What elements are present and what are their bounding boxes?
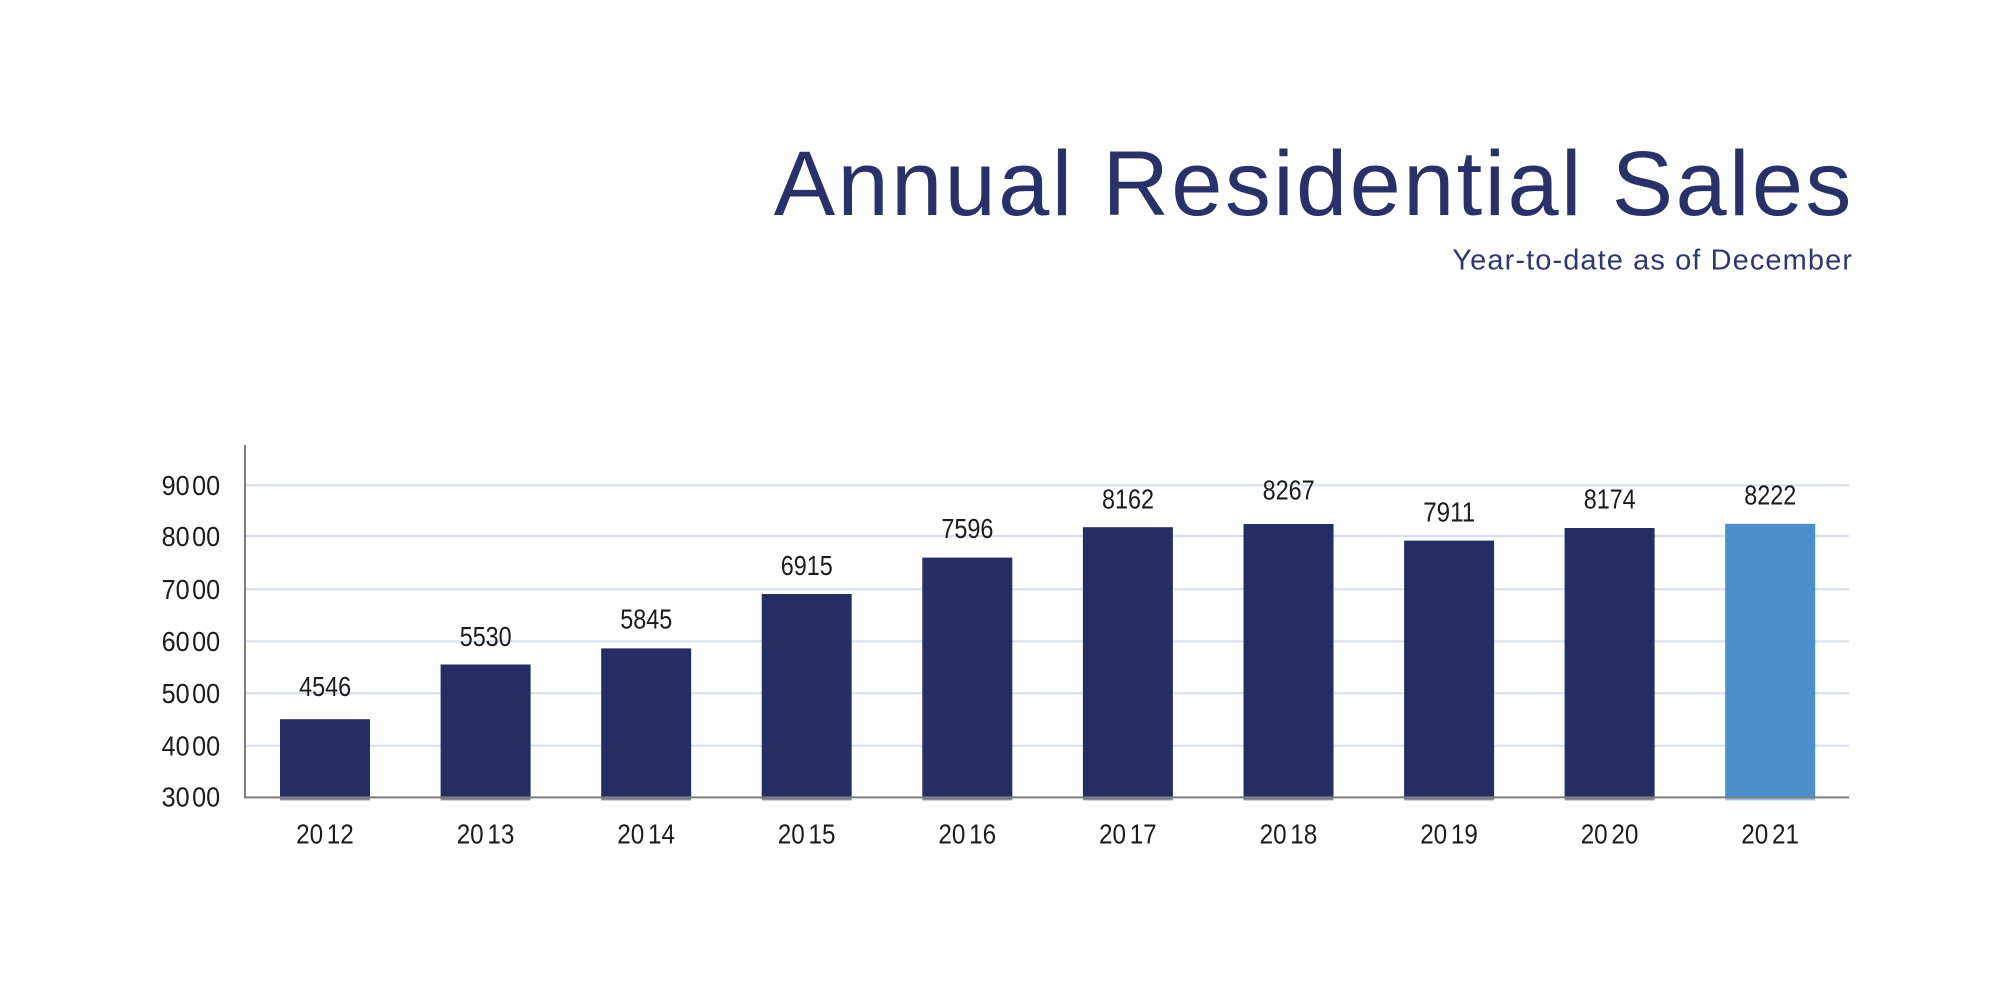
- svg-text:8222: 8222: [1744, 479, 1796, 510]
- svg-text:50: 50: [162, 678, 190, 709]
- svg-text:4546: 4546: [299, 671, 351, 702]
- svg-text:00: 00: [192, 521, 220, 552]
- svg-text:20: 20: [1099, 819, 1126, 850]
- svg-text:8162: 8162: [1102, 483, 1154, 514]
- svg-text:17: 17: [1130, 819, 1157, 850]
- svg-text:20: 20: [1741, 819, 1768, 850]
- svg-text:Year-to-date as of December: Year-to-date as of December: [1452, 245, 1852, 277]
- svg-text:14: 14: [648, 819, 675, 850]
- svg-text:5845: 5845: [620, 603, 672, 634]
- svg-text:30: 30: [162, 782, 190, 813]
- svg-text:Annual Residential Sales: Annual Residential Sales: [774, 133, 1852, 235]
- svg-text:20: 20: [778, 819, 805, 850]
- svg-text:6915: 6915: [781, 550, 833, 581]
- svg-text:5530: 5530: [460, 621, 512, 652]
- svg-text:15: 15: [809, 819, 836, 850]
- svg-text:00: 00: [192, 470, 220, 501]
- svg-text:16: 16: [969, 819, 996, 850]
- svg-text:80: 80: [162, 521, 190, 552]
- svg-text:7596: 7596: [941, 513, 993, 544]
- svg-text:00: 00: [192, 626, 220, 657]
- svg-text:8267: 8267: [1263, 475, 1315, 506]
- svg-text:18: 18: [1290, 819, 1317, 850]
- svg-text:12: 12: [327, 819, 354, 850]
- svg-text:20: 20: [1581, 819, 1608, 850]
- svg-text:40: 40: [162, 731, 190, 762]
- svg-text:00: 00: [192, 782, 220, 813]
- svg-text:20: 20: [296, 819, 323, 850]
- svg-text:20: 20: [1420, 819, 1447, 850]
- svg-text:00: 00: [192, 678, 220, 709]
- svg-text:20: 20: [1260, 819, 1287, 850]
- svg-text:20: 20: [938, 819, 965, 850]
- svg-text:90: 90: [162, 470, 190, 501]
- svg-text:19: 19: [1451, 819, 1478, 850]
- svg-text:8174: 8174: [1584, 483, 1636, 514]
- svg-text:20: 20: [617, 819, 644, 850]
- svg-text:20: 20: [1611, 819, 1638, 850]
- svg-text:00: 00: [192, 731, 220, 762]
- svg-text:00: 00: [192, 574, 220, 605]
- svg-text:7911: 7911: [1423, 497, 1475, 528]
- svg-text:60: 60: [162, 626, 190, 657]
- svg-text:13: 13: [487, 819, 514, 850]
- svg-text:21: 21: [1772, 819, 1799, 850]
- svg-text:20: 20: [457, 819, 484, 850]
- svg-text:70: 70: [162, 574, 190, 605]
